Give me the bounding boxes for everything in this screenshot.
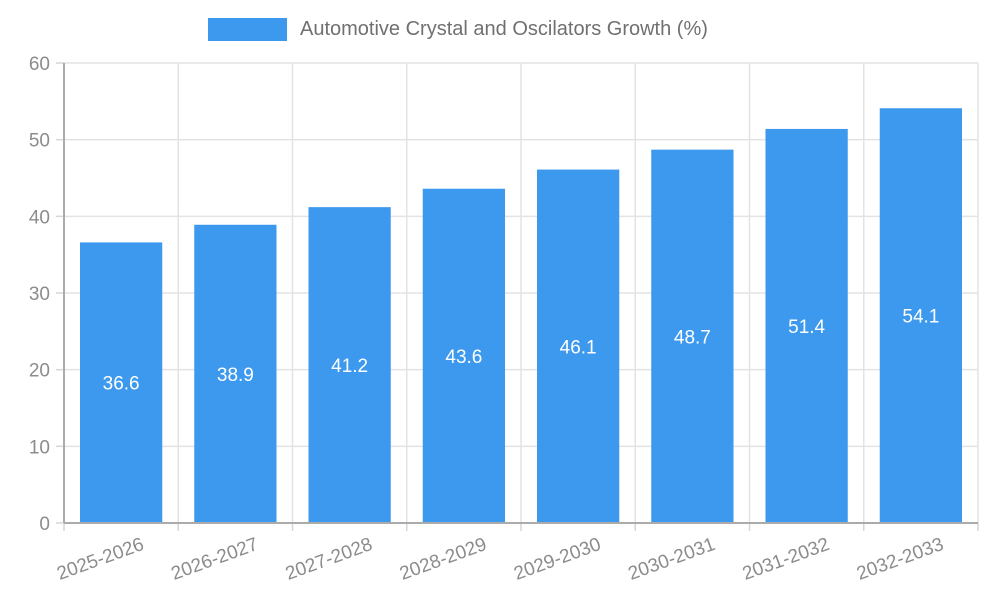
x-tick-label: 2025-2026: [54, 534, 147, 585]
x-tick-label: 2029-2030: [511, 534, 604, 585]
x-tick-label: 2031-2032: [740, 534, 833, 585]
bar-value-label: 41.2: [331, 356, 368, 377]
legend-label: Automotive Crystal and Oscilators Growth…: [300, 18, 708, 40]
bar: [651, 149, 734, 523]
bar: [194, 224, 277, 523]
x-tick-label: 2030-2031: [626, 534, 719, 585]
bar-value-label: 38.9: [217, 365, 254, 386]
bar-value-label: 36.6: [103, 374, 140, 395]
bar: [879, 108, 963, 523]
y-tick-label: 60: [29, 54, 50, 75]
bar-value-label: 54.1: [902, 307, 939, 328]
legend-swatch-icon: [208, 18, 287, 41]
bar: [536, 169, 620, 524]
bar-value-label: 51.4: [788, 317, 825, 338]
x-tick-label: 2026-2027: [169, 534, 262, 585]
x-tick-label: 2028-2029: [397, 534, 490, 585]
bar: [765, 128, 848, 523]
y-tick-label: 40: [29, 207, 50, 228]
x-tick-label: 2027-2028: [283, 534, 376, 585]
x-tick-label: 2032-2033: [854, 534, 947, 585]
y-tick-label: 20: [29, 361, 50, 382]
y-tick-label: 30: [29, 284, 50, 305]
bar-value-label: 46.1: [560, 337, 597, 358]
bar: [308, 207, 391, 523]
y-tick-label: 10: [29, 437, 50, 458]
y-tick-label: 0: [39, 514, 50, 535]
bar: [422, 188, 506, 523]
y-tick-label: 50: [29, 131, 50, 152]
bar-value-label: 48.7: [674, 327, 711, 348]
legend[interactable]: Automotive Crystal and Oscilators Growth…: [208, 18, 708, 41]
bar: [79, 242, 163, 523]
bar-value-label: 43.6: [445, 347, 482, 368]
